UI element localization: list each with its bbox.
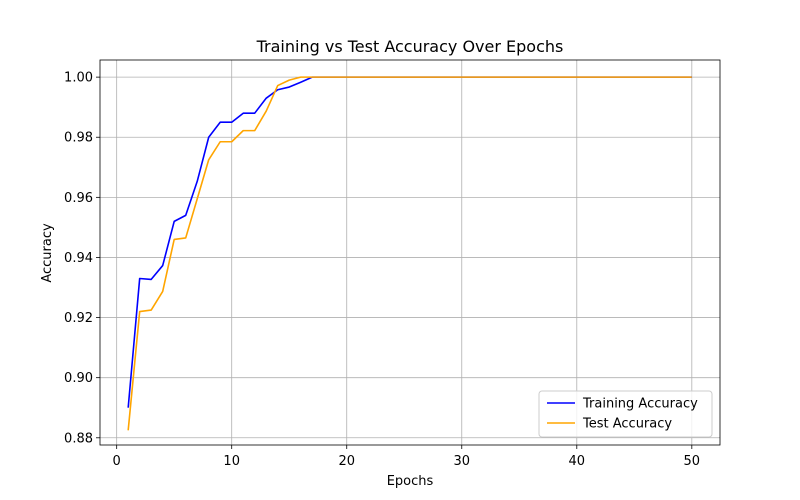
series-lines [127, 76, 692, 431]
legend-label: Test Accuracy [582, 417, 672, 432]
chart-title: Training vs Test Accuracy Over Epochs [256, 37, 564, 56]
x-tick-label: 30 [453, 454, 470, 469]
y-tick-label: 0.98 [64, 131, 93, 146]
x-tick-label: 40 [569, 454, 586, 469]
y-axis-title: Accuracy [40, 223, 55, 283]
legend-box [538, 390, 713, 438]
y-tick-label: 0.92 [64, 311, 93, 326]
legend: Training Accuracy Test Accuracy [538, 390, 713, 438]
grid [100, 60, 720, 445]
test-accuracy-line [127, 76, 692, 431]
x-tick-label: 10 [223, 454, 240, 469]
x-tick-label: 20 [338, 454, 355, 469]
axis-ticks: 0 10 20 30 40 50 0.88 0.90 0.92 0.94 0.96 0.98 1.00 [64, 71, 700, 469]
legend-label: Training Accuracy [582, 397, 698, 412]
y-tick-label: 1.00 [64, 71, 93, 86]
x-axis-title: Epochs [387, 474, 434, 489]
y-tick-label: 0.96 [64, 191, 93, 206]
x-tick-label: 0 [113, 454, 121, 469]
x-tick-label: 50 [684, 454, 701, 469]
y-tick-label: 0.90 [64, 371, 93, 386]
y-tick-label: 0.94 [64, 251, 93, 266]
y-tick-label: 0.88 [64, 431, 93, 446]
plot-frame [99, 59, 721, 446]
